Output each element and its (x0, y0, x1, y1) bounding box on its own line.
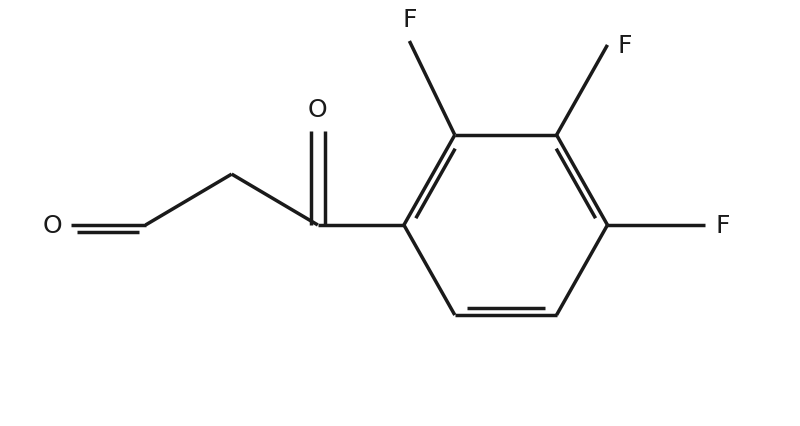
Text: F: F (715, 213, 730, 237)
Text: O: O (42, 213, 62, 237)
Text: F: F (618, 34, 632, 58)
Text: F: F (402, 8, 417, 32)
Text: O: O (308, 98, 328, 121)
